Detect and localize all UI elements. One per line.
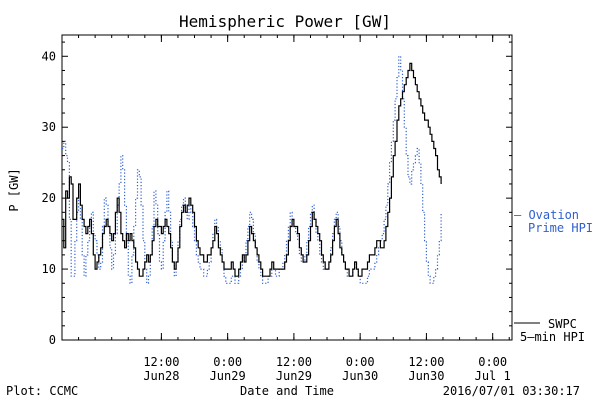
x-tick-label-time: 0:00 <box>346 355 375 369</box>
x-tick-label-date: Jun30 <box>408 369 444 383</box>
footer-timestamp: 2016/07/01 03:30:17 <box>443 384 580 398</box>
x-tick-label-date: Jun28 <box>143 369 179 383</box>
y-tick-label: 20 <box>42 191 56 205</box>
series-group <box>62 55 442 284</box>
x-tick-label-time: 12:00 <box>276 355 312 369</box>
footer-plot-credit: Plot: CCMC <box>6 384 78 398</box>
series-ovation-prime-line <box>62 55 442 284</box>
legend: – Ovation Prime HPI SWPC 5–min HPI <box>514 208 593 344</box>
x-tick-label-date: Jun30 <box>342 369 378 383</box>
y-axis: 0 10 20 30 40 <box>42 41 512 347</box>
x-axis-label: Date and Time <box>240 384 334 398</box>
legend-ovation-line2: Prime HPI <box>528 221 593 235</box>
x-tick-label-time: 0:00 <box>213 355 242 369</box>
x-tick-label-time: 0:00 <box>478 355 507 369</box>
legend-swpc-line2: 5–min HPI <box>520 330 585 344</box>
chart-title: Hemispheric Power [GW] <box>179 12 391 31</box>
y-tick-label: 30 <box>42 120 56 134</box>
x-tick-label-time: 12:00 <box>408 355 444 369</box>
y-tick-label: 10 <box>42 262 56 276</box>
y-axis-label: P [GW] <box>7 168 21 211</box>
x-tick-label-date: Jun29 <box>210 369 246 383</box>
x-axis: 12:00Jun280:00Jun2912:00Jun290:00Jun3012… <box>61 35 511 383</box>
x-tick-label-time: 12:00 <box>143 355 179 369</box>
legend-swpc-line1: SWPC <box>548 317 577 331</box>
x-tick-label-date: Jul 1 <box>475 369 511 383</box>
x-tick-label-date: Jun29 <box>276 369 312 383</box>
plot-frame <box>61 34 513 341</box>
legend-ovation-line1: – Ovation <box>514 208 579 222</box>
series-swpc-line <box>62 62 442 277</box>
y-tick-label: 0 <box>49 333 56 347</box>
y-tick-label: 40 <box>42 49 56 63</box>
